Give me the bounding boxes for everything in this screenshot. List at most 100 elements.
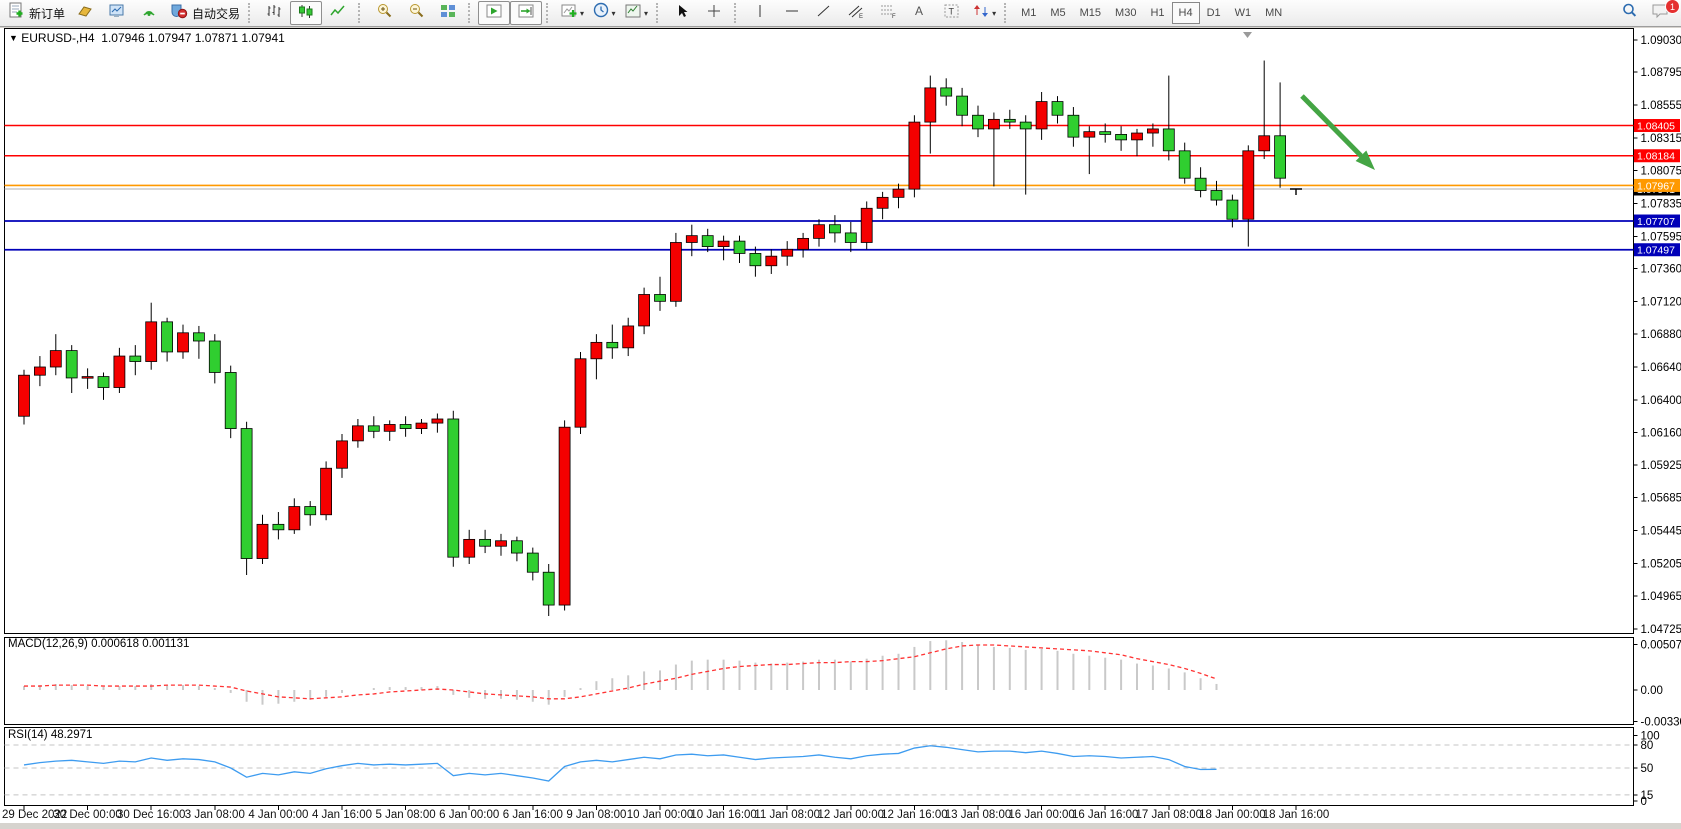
candle-body: [129, 355, 142, 362]
candle-body: [192, 332, 205, 342]
price-scale[interactable]: [1634, 28, 1681, 823]
price-tick-label: 1.05685: [1641, 493, 1681, 505]
market-watch-icon: [108, 3, 126, 24]
profile-button[interactable]: [69, 1, 101, 25]
timeframe-h4[interactable]: H4: [1171, 2, 1200, 24]
rsi-indicator-label[interactable]: RSI(14) 48.2971: [8, 729, 93, 741]
arrows-button[interactable]: ▾: [968, 1, 1000, 25]
price-tick-label: 1.08315: [1641, 133, 1681, 145]
time-tick-label: 18 Jan 00:00: [1199, 809, 1266, 821]
candle-body: [924, 87, 937, 123]
timeframe-m5[interactable]: M5: [1050, 7, 1066, 19]
line-chart-button[interactable]: [322, 1, 354, 25]
auto-trading-button[interactable]: 自动交易: [165, 1, 244, 25]
price-tick-label: 1.07120: [1641, 296, 1681, 308]
time-tick-label: 6 Jan 16:00: [503, 809, 563, 821]
price-tick-label: 1.08795: [1641, 67, 1681, 79]
hline-tag-1.08184: [1634, 149, 1680, 163]
candle-body: [224, 372, 237, 429]
candlestick-chart-button[interactable]: [290, 1, 323, 25]
candle-body: [1131, 132, 1143, 141]
label-button[interactable]: T: [936, 1, 968, 25]
candle-body: [892, 188, 905, 198]
candle-body: [781, 248, 794, 257]
candle-body: [447, 418, 460, 558]
toolbar-separator: [1004, 3, 1010, 23]
templates-button[interactable]: ▾: [620, 1, 652, 25]
market-watch-button[interactable]: [101, 1, 133, 25]
timeframe-d1[interactable]: D1: [1206, 7, 1221, 19]
candle-body: [1226, 199, 1239, 220]
symbol-period-label: EURUSD-,H4: [21, 31, 95, 45]
candle-body: [495, 540, 507, 547]
crosshair-icon: [706, 3, 722, 24]
rsi-axis-label: 15: [1641, 790, 1654, 802]
candle-body: [1019, 121, 1032, 130]
candle-body: [177, 332, 189, 353]
candle-body: [161, 321, 174, 353]
price-tick-label: 1.05445: [1641, 525, 1681, 537]
shift-marker-icon[interactable]: [1243, 32, 1252, 38]
candle-body: [844, 232, 857, 243]
candle-body: [1242, 150, 1255, 220]
price-tick-label: 1.06400: [1641, 395, 1681, 407]
new-order-button[interactable]: 新订单: [4, 1, 69, 25]
bar-chart-button[interactable]: [258, 1, 290, 25]
timeframe-w1[interactable]: W1: [1234, 7, 1252, 19]
toolbar-separator: [468, 3, 474, 23]
periods-button[interactable]: ▾: [588, 1, 620, 25]
candlestick-chart-icon: [297, 3, 315, 24]
notifications-button[interactable]: 1: [1645, 0, 1680, 25]
search-button[interactable]: [1613, 1, 1645, 25]
candle-body: [558, 426, 571, 606]
timeframe-mn[interactable]: MN: [1265, 7, 1283, 19]
price-tick-label: 1.06640: [1641, 362, 1681, 374]
tile-windows-button[interactable]: [432, 1, 464, 25]
trend-arrow-object[interactable]: [1300, 94, 1363, 158]
zoom-in-button[interactable]: [368, 1, 400, 25]
candle-body: [526, 552, 539, 573]
main-pane[interactable]: [4, 28, 1634, 634]
price-tick-label: 1.07595: [1641, 231, 1681, 243]
timeframe-m30[interactable]: M30: [1115, 7, 1137, 19]
timeframe-h1[interactable]: H1: [1150, 7, 1165, 19]
shift-chart-button[interactable]: [510, 1, 543, 25]
bar-chart-icon: [265, 3, 283, 24]
time-axis[interactable]: [4, 806, 1634, 823]
indicators-button[interactable]: ▾: [556, 1, 588, 25]
trendline-button[interactable]: [808, 1, 840, 25]
channel-button[interactable]: E: [840, 1, 872, 25]
timeframe-m15[interactable]: M15: [1079, 7, 1102, 19]
toolbar-separator: [656, 3, 662, 23]
candle-body: [145, 321, 158, 362]
svg-text:T: T: [949, 6, 955, 16]
candle-body: [34, 366, 46, 376]
macd-axis-label: 0.00: [1641, 685, 1663, 697]
macd-signal-line: [24, 644, 1217, 700]
candle-body: [18, 374, 30, 417]
crosshair-button[interactable]: [698, 1, 730, 25]
zoom-out-button[interactable]: [400, 1, 432, 25]
timeframe-m1[interactable]: M1: [1021, 7, 1037, 19]
candle-body: [415, 422, 428, 429]
signal-button[interactable]: [133, 1, 165, 25]
time-tick-label: 16 Jan 00:00: [1008, 809, 1075, 821]
svg-text:E: E: [859, 14, 863, 19]
macd-indicator-label[interactable]: MACD(12,26,9) 0.000618 0.001131: [8, 638, 190, 650]
auto-scroll-button[interactable]: [478, 1, 511, 25]
price-tick-label: 1.04725: [1641, 624, 1681, 636]
trend-arrow-head[interactable]: [1355, 150, 1375, 170]
rsi-pane[interactable]: [4, 727, 1634, 806]
text-button[interactable]: A: [904, 1, 936, 25]
cursor-icon: [674, 3, 690, 24]
candle-body: [654, 294, 666, 302]
fibonacci-button[interactable]: F: [872, 1, 904, 25]
zoom-out-icon: [408, 2, 425, 24]
vertical-line-button[interactable]: [744, 1, 776, 25]
chart-canvas[interactable]: 1.09030 1.08795 1.08555 1.08315 1.08075 1.078…: [0, 27, 1681, 829]
horizontal-line-icon: [784, 3, 800, 24]
time-tick-label: 10 Jan 00:00: [627, 809, 694, 821]
hline-tag-1.07497: [1634, 243, 1680, 257]
cursor-button[interactable]: [666, 1, 698, 25]
horizontal-line-button[interactable]: [776, 1, 808, 25]
